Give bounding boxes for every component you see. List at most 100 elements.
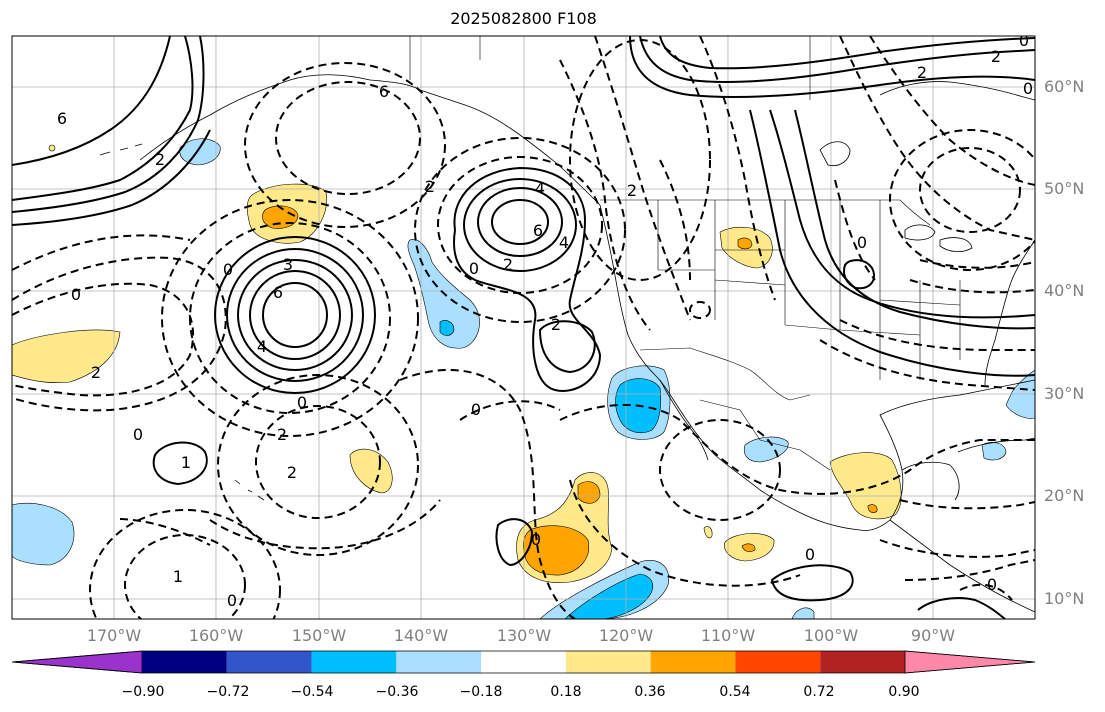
contour-label: 2 [551, 315, 561, 334]
colorbar-outline [11, 650, 1036, 674]
colorbar-segment [142, 651, 227, 673]
contour-label: 1 [173, 567, 183, 586]
contour-line [214, 236, 376, 394]
contour-line [12, 234, 191, 271]
positive-anomaly-region [703, 526, 713, 539]
cuba [957, 437, 1035, 453]
contour-line [569, 39, 711, 281]
alaska-coastline [139, 74, 601, 206]
contour-line [594, 36, 691, 321]
contour-label: 0 [469, 259, 479, 278]
contour-line [12, 282, 195, 397]
colorbar-segment [650, 651, 736, 673]
contour-line [919, 259, 1035, 269]
contour-label: 0 [987, 575, 997, 594]
contour-line [959, 583, 1013, 601]
lon-label-120w: 120°W [598, 626, 654, 645]
us-canada-border [600, 199, 931, 226]
colorbar-extend-high [904, 650, 1036, 674]
contour-line [119, 518, 211, 546]
contour-label: 0 [857, 233, 867, 252]
east-coast [984, 239, 1035, 386]
strong-positive-anomaly-region [867, 504, 878, 513]
contour-line [659, 36, 1035, 70]
contour-line [819, 339, 1035, 391]
us-mexico-border [639, 347, 811, 401]
contour-label: 4 [559, 233, 569, 252]
hudson-bay-coast [879, 81, 1035, 101]
contour-line [834, 179, 876, 281]
contour-label: 6 [379, 82, 389, 101]
contour-line [226, 248, 364, 382]
contour-line [639, 36, 1035, 83]
contour-line [463, 178, 577, 272]
contour-line [843, 259, 875, 290]
contour-line [262, 282, 328, 348]
contour-labels: 6 2 3 6 4 0 2 6 4 2 4 6 2 0 0 0 2 2 1 0 … [57, 36, 1033, 610]
contour-line [889, 129, 1035, 271]
contour-label: 4 [257, 337, 267, 356]
colorbar-segment [481, 651, 566, 673]
yucatan-coast [901, 461, 960, 501]
colorbar-segment [820, 651, 905, 673]
contour-line [839, 319, 1035, 351]
map-frame [11, 35, 1036, 620]
lon-label-140w: 140°W [393, 626, 449, 645]
shaded-anomaly-regions [12, 138, 1035, 619]
negative-anomaly-region [981, 442, 1007, 461]
contour-label: 2 [425, 177, 435, 196]
contour-line [12, 36, 171, 166]
contour-line [909, 279, 1035, 294]
central-america-coast [889, 519, 1035, 613]
contour-line [699, 36, 776, 301]
contour-line [491, 199, 549, 245]
colorbar-tick-label: 0.18 [550, 684, 582, 700]
contour-line [689, 301, 711, 319]
strong-positive-anomaly-region [577, 481, 601, 504]
contour-line [477, 187, 563, 257]
contour-label: 2 [91, 363, 101, 382]
contour-label: 0 [227, 591, 237, 610]
contour-label: 0 [805, 545, 815, 564]
colorbar-extend-low [11, 650, 143, 674]
contour-label: 2 [627, 181, 637, 200]
colorbar-tick-label: 0.36 [634, 684, 666, 700]
lat-label-30n: 30°N [1044, 384, 1085, 403]
colorbar-tick-label: −0.54 [290, 684, 334, 700]
colorbar [11, 650, 1036, 674]
lon-label-110w: 110°W [700, 626, 756, 645]
contour-line [659, 419, 781, 521]
lon-label-160w: 160°W [188, 626, 244, 645]
negative-anomaly-region [12, 502, 75, 566]
contour-line [237, 259, 353, 371]
contour-label: 6 [533, 221, 543, 240]
contour-label: 0 [1023, 79, 1033, 98]
strong-positive-anomaly-region [741, 543, 756, 552]
contour-label: 3 [283, 255, 293, 274]
contour-line [12, 256, 227, 412]
contour-line [414, 137, 626, 323]
contour-line [749, 109, 1035, 377]
map-title: 2025082800 F108 [450, 9, 597, 28]
contour-line [659, 159, 691, 281]
contour-line [217, 374, 419, 556]
contour-label: 0 [297, 393, 307, 412]
colorbar-tick-label: −0.90 [121, 684, 165, 700]
positive-anomaly-region [12, 329, 121, 383]
contour-label: 2 [155, 150, 165, 169]
negative-anomaly-region [743, 436, 789, 463]
lon-label-150w: 150°W [291, 626, 347, 645]
contour-label: 2 [503, 255, 513, 274]
aleutian-islands [99, 143, 143, 156]
strong-positive-anomaly-region [737, 237, 753, 250]
lon-label-170w: 170°W [86, 626, 142, 645]
contour-line [12, 36, 194, 201]
colorbar-segment [565, 651, 651, 673]
contour-line [124, 534, 246, 619]
contour-line [904, 559, 1035, 581]
baja-coastline [659, 379, 709, 461]
negative-anomaly-region [179, 138, 221, 166]
state-borders [409, 36, 961, 380]
colorbar-segment [311, 651, 397, 673]
